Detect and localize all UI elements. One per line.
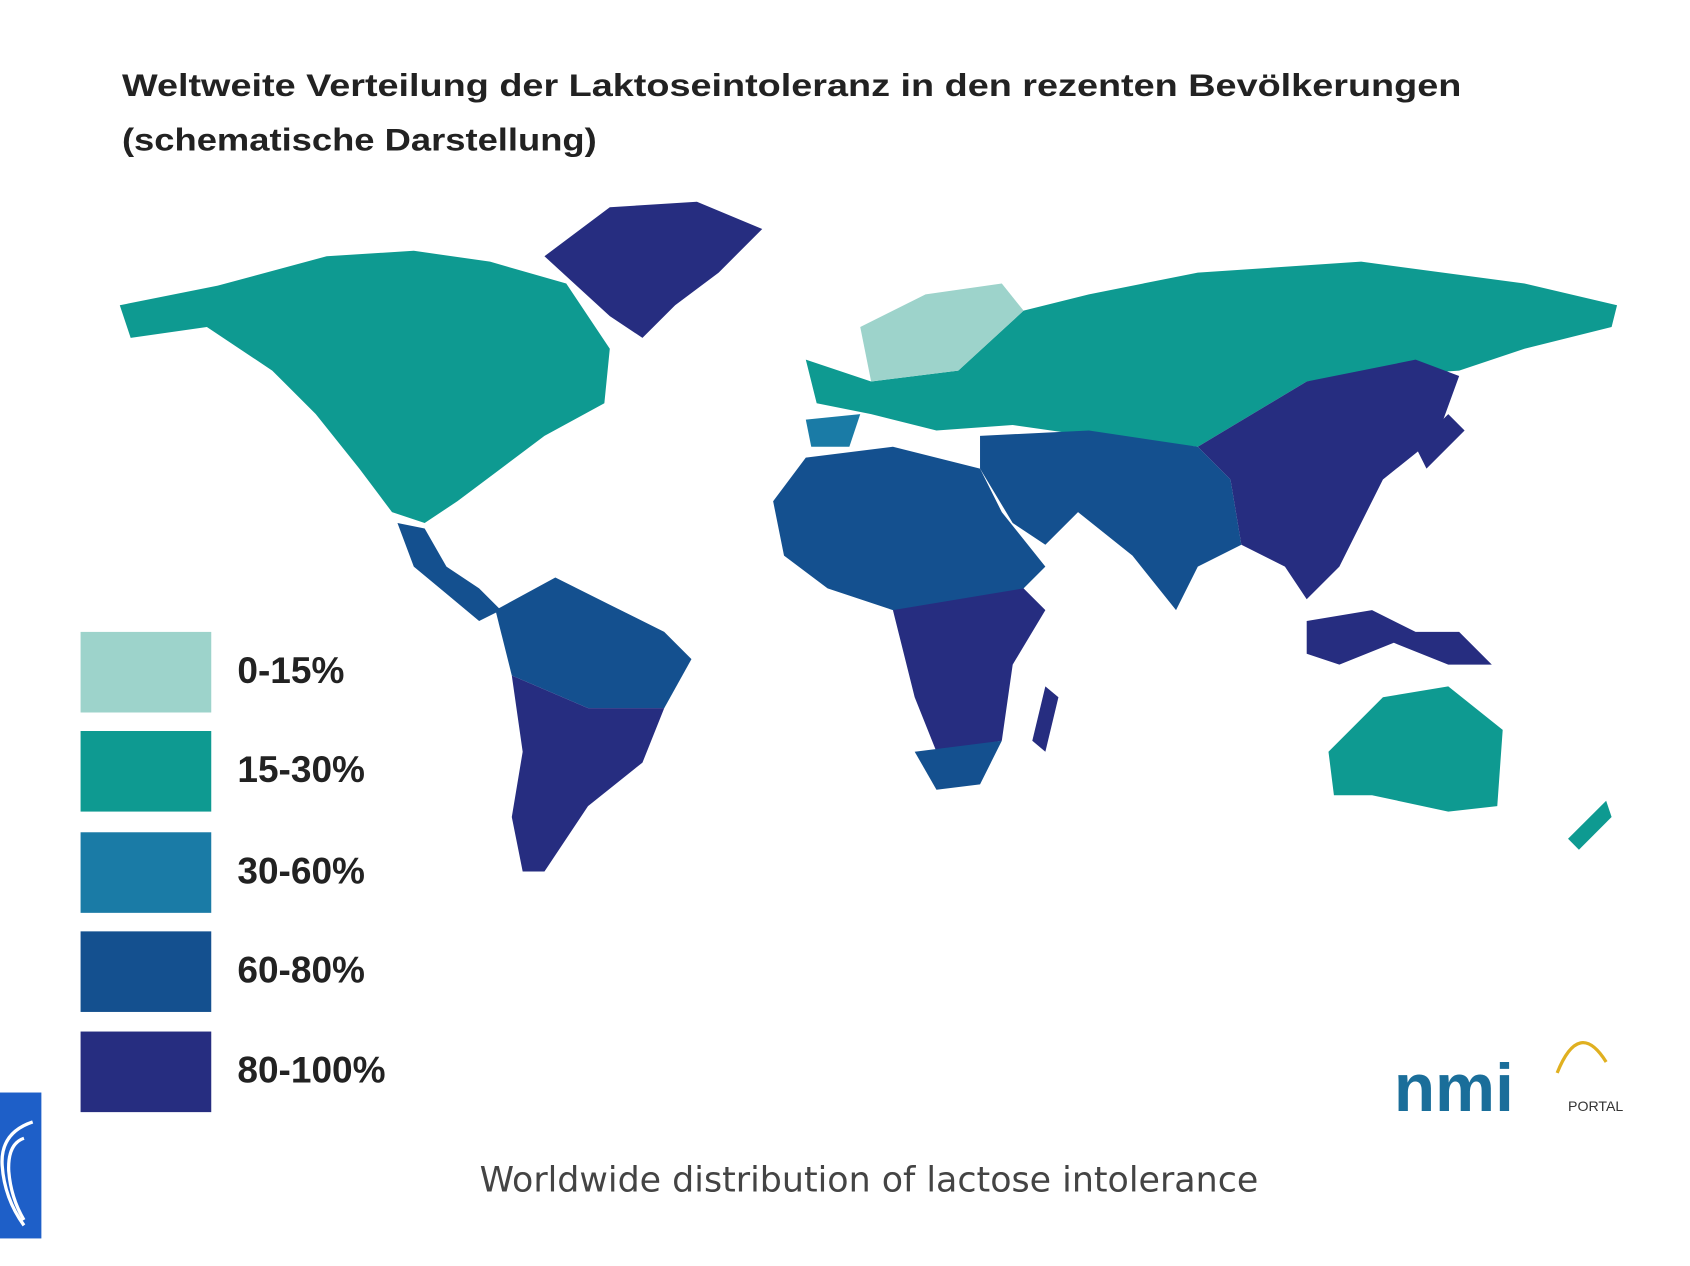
region bbox=[892, 588, 1046, 752]
legend-label: 80-100% bbox=[237, 1049, 385, 1091]
region bbox=[1568, 800, 1612, 850]
legend-swatch bbox=[80, 832, 212, 913]
legend-swatch bbox=[80, 1031, 212, 1113]
legend-label: 60-80% bbox=[237, 949, 365, 991]
logo-arc bbox=[1555, 1041, 1608, 1074]
legend-label: 0-15% bbox=[237, 649, 344, 691]
logo-name: nmi bbox=[1394, 1051, 1514, 1126]
region bbox=[980, 430, 1242, 611]
legend-swatch bbox=[80, 631, 212, 713]
region bbox=[1328, 686, 1503, 812]
logo-sub: PORTAL bbox=[1568, 1098, 1623, 1114]
icon-lines bbox=[0, 1120, 34, 1227]
region bbox=[914, 740, 1002, 790]
region bbox=[1032, 686, 1059, 752]
region bbox=[1306, 610, 1492, 665]
legend-label: 30-60% bbox=[237, 849, 365, 891]
caption: Worldwide distribution of lactose intole… bbox=[480, 1161, 1259, 1201]
region bbox=[511, 675, 665, 872]
region bbox=[1197, 359, 1460, 600]
fingerprint-icon bbox=[0, 1092, 42, 1239]
region bbox=[860, 283, 1024, 382]
title-line: (schematische Darstellung) bbox=[122, 122, 597, 158]
legend-swatch bbox=[80, 731, 212, 812]
world-map bbox=[119, 201, 1618, 872]
legend-swatch bbox=[80, 931, 212, 1012]
region bbox=[773, 446, 1046, 611]
logo: nmi PORTAL bbox=[1394, 1041, 1623, 1126]
region bbox=[805, 261, 1618, 447]
region bbox=[1415, 414, 1465, 469]
region bbox=[397, 523, 501, 622]
legend-label: 15-30% bbox=[237, 748, 365, 790]
title-line: Weltweite Verteilung der Laktoseintolera… bbox=[122, 67, 1461, 103]
region bbox=[119, 250, 610, 524]
region bbox=[544, 201, 763, 338]
region bbox=[495, 577, 692, 709]
region bbox=[805, 414, 861, 447]
legend: 0-15% 15-30% 30-60% 60-80% 80-100% bbox=[80, 631, 386, 1113]
